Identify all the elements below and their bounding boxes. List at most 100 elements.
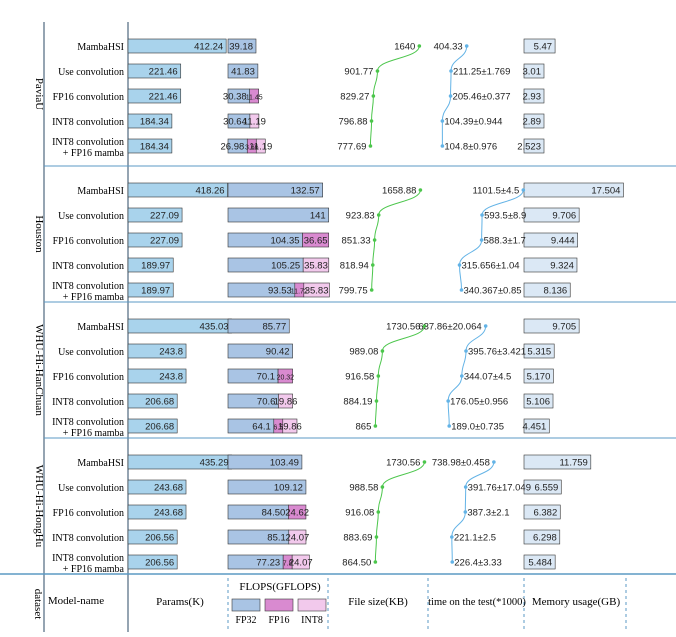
flops-int8-value-label: 19.86: [274, 397, 298, 408]
flops-fp32-value-label: 77.23: [256, 558, 280, 569]
time-value-label: 391.76±17.049: [468, 483, 531, 494]
params-value-label: 243.68: [154, 483, 183, 494]
model-name-label: INT8 convolution: [52, 117, 124, 128]
flops-fp32-value-label: 104.35: [270, 236, 299, 247]
memory-bar: [523, 38, 556, 54]
filesize-value-label: 989.08: [349, 347, 378, 358]
params-bar: [127, 232, 183, 248]
flops-fp32-bar: [227, 182, 323, 198]
flops-int8-value-label: 24.07: [285, 533, 309, 544]
flops-int8-value-label: 11.19: [249, 142, 272, 153]
params-value-label: 206.56: [145, 558, 174, 569]
time-value-label: 395.76±3.421: [468, 347, 526, 358]
flops-fp32-value-label: 93.53: [268, 286, 292, 297]
memory-value-label: 2.93: [523, 92, 542, 103]
time-value-label: 104.8±0.976: [444, 142, 497, 153]
memory-value-label: 5.47: [534, 42, 553, 53]
filesize-value-label: 799.75: [339, 286, 368, 297]
flops-fp32-bar: [227, 343, 293, 359]
model-name-label: INT8 convolution: [52, 137, 124, 148]
filesize-line: [369, 45, 420, 147]
memory-bar: [523, 479, 562, 495]
flops-fp32-bar: [227, 454, 303, 470]
time-value-label: 226.4±3.33: [454, 558, 501, 569]
memory-bar: [523, 257, 578, 273]
params-bar: [127, 38, 227, 54]
flops-fp32-bar: [227, 207, 330, 223]
flops-int8-bar: [288, 529, 307, 545]
memory-value-label: 11.759: [559, 458, 587, 469]
filesize-value-label: 1730.56: [386, 458, 420, 469]
flops-fp32-value-label: 84.50: [262, 508, 286, 519]
flops-fp32-bar: [227, 38, 257, 54]
memory-value-label: 8.136: [543, 286, 567, 297]
time-value-label: 344.07±4.5: [464, 372, 511, 383]
footer-time-label: time on the test(*1000): [428, 597, 526, 608]
flops-fp16-bar: [249, 88, 259, 104]
flops-int8-bar: [302, 257, 330, 273]
flops-fp32-value-label: 109.12: [274, 483, 303, 494]
filesize-value-label: 796.88: [338, 117, 367, 128]
memory-value-label: 6.298: [533, 533, 557, 544]
model-name-label: + FP16 mamba: [63, 148, 125, 159]
time-value-label: 340.367±0.85: [464, 286, 522, 297]
params-bar: [127, 504, 187, 520]
params-value-label: 243.8: [159, 372, 183, 383]
footer: dataset Model-name Params(K) FLOPS(GFLOP…: [32, 581, 620, 626]
memory-bar: [523, 454, 592, 470]
label-layer: PaviaU MambaHSI 412.24 39.18 1640 404.33 5.47 U…: [33, 42, 620, 576]
time-value-label: 404.33: [434, 42, 463, 53]
time-value-label: 738.98±0.458: [432, 458, 490, 469]
flops-fp32-value-label: 30.64: [223, 117, 247, 128]
memory-bar: [523, 282, 571, 298]
flops-fp16-value-label: 36.65: [304, 236, 328, 247]
time-value-label: 588.3±1.7: [484, 236, 526, 247]
dataset-label: PaviaU: [33, 78, 45, 110]
memory-bar: [523, 393, 554, 409]
flops-fp16-value-label: 6.5: [273, 425, 283, 432]
flops-fp32-value-label: 30.38: [223, 92, 247, 103]
filesize-value-label: 1658.88: [382, 186, 416, 197]
params-value-label: 221.46: [149, 92, 178, 103]
flops-fp16-value-label: 3.66: [245, 145, 259, 152]
filesize-line: [374, 461, 425, 563]
flops-int8-bar: [303, 282, 330, 298]
flops-fp32-value-label: 141: [310, 211, 326, 222]
flops-int8-bar: [282, 418, 298, 434]
flops-fp16-value-label: 11.45: [246, 95, 263, 102]
model-name-label: Use convolution: [58, 67, 124, 78]
memory-value-label: 6.382: [533, 508, 557, 519]
model-name-label: MambaHSI: [77, 42, 124, 53]
time-value-label: 637.86±20.064: [418, 322, 481, 333]
filesize-value-label: 865: [356, 422, 372, 433]
params-bar: [127, 138, 173, 154]
filesize-value-label: 901.77: [344, 67, 373, 78]
footer-memory-label: Memory usage(GB): [532, 596, 621, 608]
filesize-value-label: 884.19: [343, 397, 372, 408]
flops-fp32-bar: [227, 63, 259, 79]
flops-fp16-bar: [302, 232, 330, 248]
time-value-label: 189.0±0.735: [451, 422, 504, 433]
flops-int8-value-label: 35.83: [305, 286, 329, 297]
params-bar: [127, 113, 173, 129]
flops-int8-value-label: 24.07: [289, 558, 313, 569]
filesize-value-label: 1640: [394, 42, 415, 53]
model-name-label: FP16 convolution: [53, 92, 124, 103]
memory-bar: [523, 318, 580, 334]
flops-fp32-value-label: 39.18: [229, 42, 253, 53]
time-line: [451, 461, 495, 563]
memory-bar: [523, 418, 550, 434]
params-value-label: 206.56: [145, 533, 174, 544]
params-bar: [127, 343, 187, 359]
params-bar: [127, 479, 187, 495]
memory-value-label: 5.315: [527, 347, 551, 358]
params-bar: [127, 282, 174, 298]
time-value-label: 387.3±2.1: [467, 508, 509, 519]
memory-bar: [523, 232, 578, 248]
flops-fp32-value-label: 105.25: [271, 261, 300, 272]
filesize-value-label: 829.27: [340, 92, 369, 103]
model-name-label: INT8 convolution: [52, 397, 124, 408]
model-name-label: + FP16 mamba: [63, 292, 125, 303]
params-value-label: 206.68: [145, 397, 174, 408]
memory-value-label: 5.170: [527, 372, 551, 383]
